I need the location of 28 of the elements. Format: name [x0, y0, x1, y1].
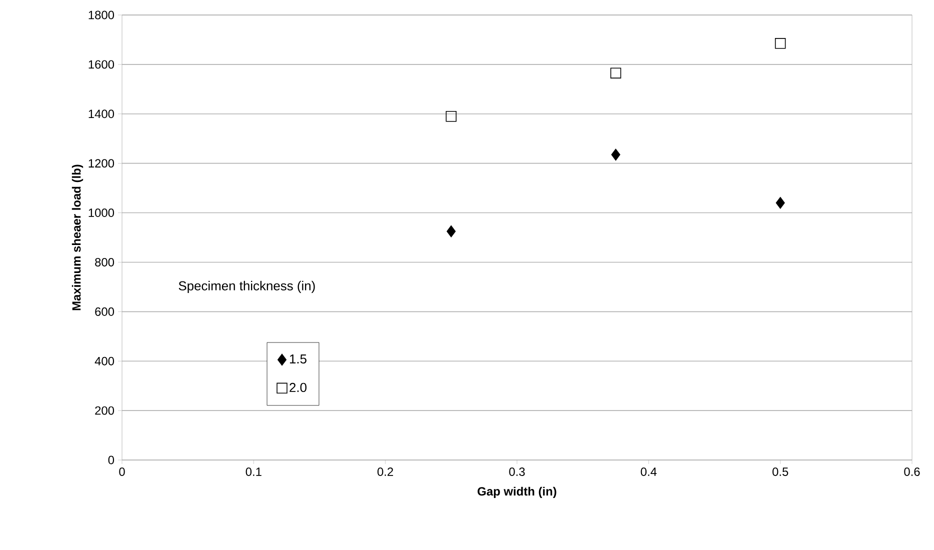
y-tick-label: 800 — [95, 258, 114, 266]
point — [776, 197, 785, 209]
y-tick-label: 0 — [108, 456, 114, 464]
y-tick-label: 1600 — [88, 60, 114, 69]
y-tick-label: 1200 — [88, 159, 114, 168]
y-tick-label: 1400 — [88, 110, 114, 118]
x-tick-label: 0.3 — [509, 468, 525, 476]
legend-title: Specimen thickness (in) — [178, 280, 315, 293]
x-tick-label: 0.5 — [772, 468, 788, 476]
legend-label: 1.5 — [290, 354, 306, 364]
x-tick-label: 0.6 — [904, 468, 920, 476]
point — [446, 110, 457, 122]
point — [446, 225, 456, 238]
x-axis-title: Gap width (in) — [478, 486, 556, 498]
point — [774, 38, 786, 49]
x-tick-label: 0 — [119, 468, 125, 476]
y-tick-label: 1800 — [88, 10, 114, 20]
x-tick-label: 0.2 — [377, 468, 394, 476]
legend-label: 2.0 — [290, 382, 306, 392]
y-tick-label: 1000 — [88, 208, 114, 217]
point — [610, 68, 622, 78]
x-tick-label: 0.4 — [640, 468, 657, 476]
y-tick-label: 400 — [94, 356, 114, 366]
y-tick-label: 600 — [95, 307, 114, 316]
y-tick-label: 200 — [95, 406, 114, 415]
x-tick-label: 0.1 — [246, 468, 262, 476]
point — [611, 148, 620, 161]
y-axis-title: Maximum sheaer load (lb) — [72, 164, 84, 310]
